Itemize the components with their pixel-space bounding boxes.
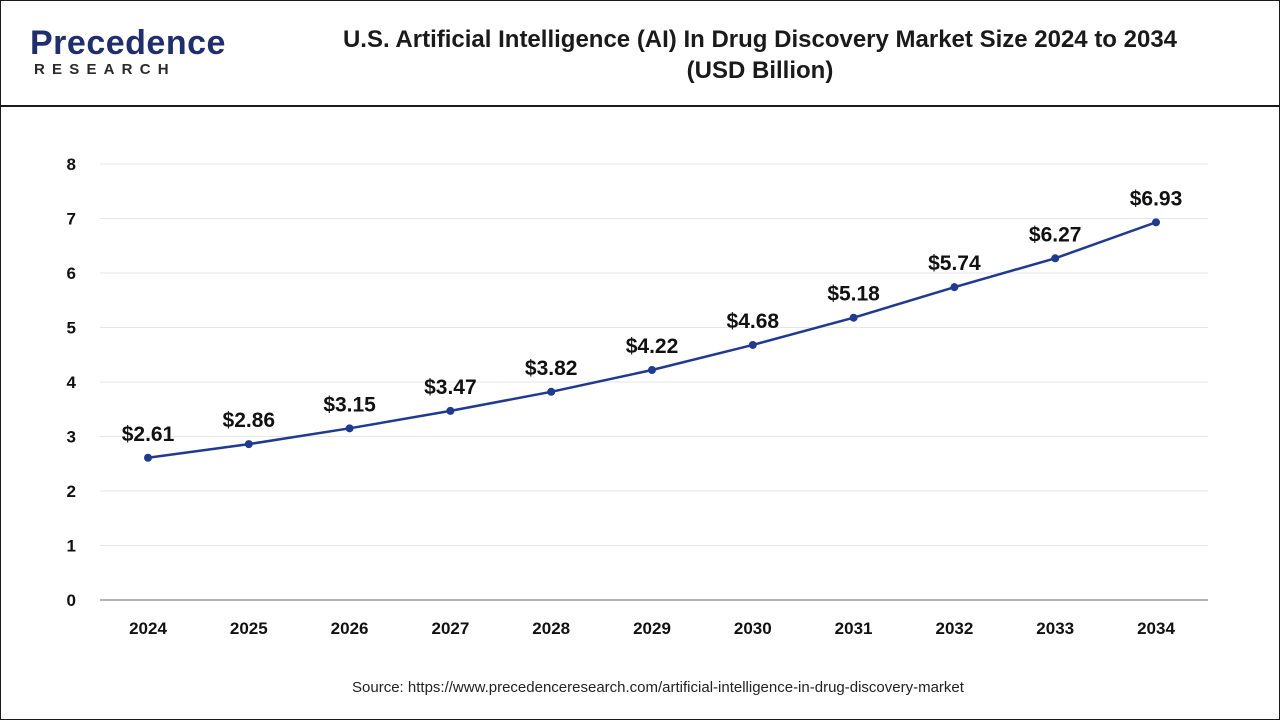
gridlines	[100, 163, 1208, 546]
data-label: $6.93	[1130, 187, 1183, 210]
logo-wordmark: Precedence	[30, 24, 226, 62]
data-point	[446, 406, 455, 415]
data-point	[648, 366, 656, 375]
x-tick-label: 2028	[532, 619, 570, 638]
y-tick-label: 0	[67, 591, 76, 610]
data-label: $5.18	[827, 283, 880, 306]
y-tick-label: 6	[67, 264, 76, 283]
y-tick-label: 7	[67, 210, 76, 229]
data-point	[345, 424, 354, 433]
data-label: $3.15	[323, 393, 376, 416]
y-axis-ticks: 0 1 2 3 4 5 6 7 8	[67, 155, 77, 610]
data-label: $3.82	[525, 357, 578, 380]
data-point	[1051, 254, 1060, 263]
x-tick-label: 2031	[835, 619, 873, 638]
y-tick-label: 5	[67, 319, 76, 338]
data-label: $5.74	[928, 252, 981, 275]
data-label: $6.27	[1029, 223, 1082, 246]
data-point	[849, 313, 858, 322]
x-tick-label: 2030	[734, 619, 772, 638]
y-tick-label: 3	[67, 428, 76, 447]
x-tick-label: 2034	[1137, 619, 1175, 638]
data-label: $4.22	[626, 335, 679, 358]
chart-title: U.S. Artificial Intelligence (AI) In Dru…	[260, 24, 1260, 86]
data-point	[244, 440, 253, 449]
series	[144, 218, 1160, 462]
data-point	[144, 453, 152, 462]
brand-logo: Precedence RESEARCH	[30, 24, 230, 84]
data-label: $4.68	[727, 310, 780, 333]
x-axis-ticks: 2024 2025 2026 2027 2028 2029 2030 2031 2032 2033…	[129, 619, 1175, 638]
data-label: $2.86	[223, 409, 276, 432]
data-label: $3.47	[424, 376, 477, 399]
data-point	[1152, 218, 1160, 227]
x-tick-label: 2024	[129, 619, 167, 638]
chart-title-line1: U.S. Artificial Intelligence (AI) In Dru…	[342, 26, 1178, 53]
x-tick-label: 2033	[1036, 619, 1074, 638]
data-point	[950, 283, 959, 292]
source-note: Source: https://www.precedenceresearch.c…	[352, 679, 964, 696]
y-tick-label: 4	[67, 373, 77, 392]
data-labels: $2.61 $2.86 $3.15 $3.47 $3.82 $4.22 $4.68 $5.18…	[122, 187, 1183, 445]
logo-subtitle: RESEARCH	[34, 61, 176, 78]
x-tick-label: 2026	[331, 619, 369, 638]
y-tick-label: 1	[67, 537, 76, 556]
data-label: $2.61	[122, 423, 175, 446]
chart-title-line2: (USD Billion)	[686, 57, 834, 84]
y-tick-label: 8	[67, 155, 76, 174]
x-tick-label: 2032	[935, 619, 973, 638]
x-tick-label: 2025	[230, 619, 268, 638]
x-tick-label: 2029	[633, 619, 671, 638]
data-point	[547, 387, 556, 396]
x-tick-label: 2027	[431, 619, 469, 638]
header: Precedence RESEARCH U.S. Artificial Inte…	[0, 0, 1280, 107]
data-point	[748, 340, 757, 349]
y-tick-label: 2	[67, 482, 76, 501]
